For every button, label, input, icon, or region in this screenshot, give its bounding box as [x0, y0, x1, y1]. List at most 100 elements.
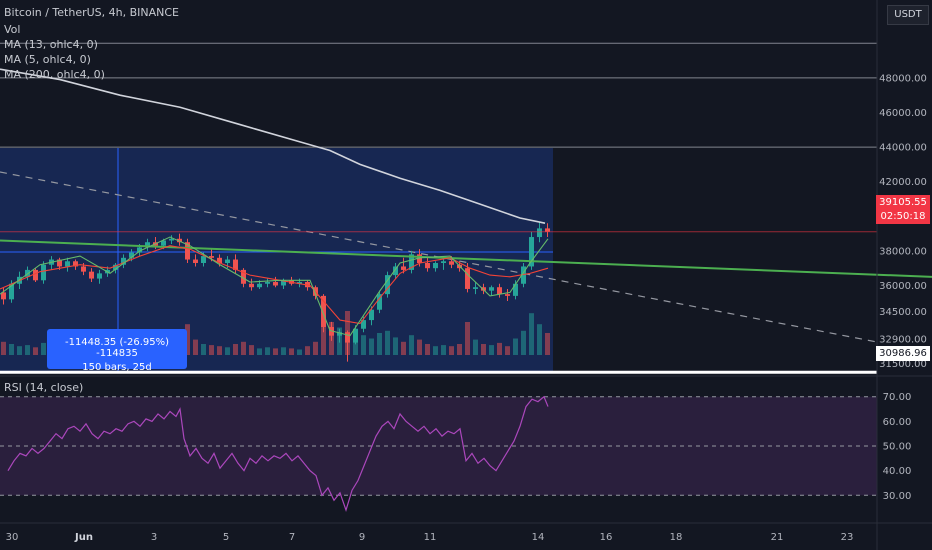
measure-line-2: 150 bars, 25d — [82, 362, 152, 373]
volume-bar-56 — [449, 346, 454, 355]
volume-bar-60 — [481, 344, 486, 355]
time-tick-label-4: 7 — [289, 532, 295, 543]
volume-bar-57 — [457, 344, 462, 355]
candle-body-50 — [401, 266, 406, 270]
volume-bar-66 — [529, 313, 534, 355]
volume-bar-30 — [241, 341, 246, 355]
candle-body-56 — [449, 261, 454, 265]
candle-body-42 — [337, 332, 342, 336]
candle-body-68 — [545, 228, 550, 232]
volume-bar-28 — [225, 347, 230, 355]
candle-body-29 — [233, 259, 238, 270]
candle-body-35 — [281, 280, 286, 286]
candle-body-7 — [57, 259, 62, 267]
candle-body-48 — [385, 275, 390, 295]
measure-line-1: -11448.35 (-26.95%) -114835 — [64, 337, 170, 359]
candle-body-17 — [137, 247, 142, 253]
legend-symbol[interactable]: Bitcoin / TetherUS, 4h, BINANCE — [4, 6, 180, 19]
candle-body-46 — [369, 309, 374, 321]
volume-bar-34 — [273, 348, 278, 355]
candle-body-4 — [33, 269, 38, 281]
volume-bar-1 — [9, 344, 14, 355]
price-tick-label-0: 31500.00 — [879, 359, 927, 370]
volume-bar-36 — [289, 348, 294, 355]
volume-bar-37 — [297, 349, 302, 355]
time-tick-label-8: 16 — [600, 532, 613, 543]
legend-vol[interactable]: Vol — [4, 23, 21, 36]
legend-ma-13[interactable]: MA (13, ohlc4, 0) — [4, 38, 98, 51]
volume-bar-55 — [441, 345, 446, 355]
time-tick-label-6: 11 — [424, 532, 437, 543]
price-tick-label-7: 44000.00 — [879, 143, 927, 154]
volume-bar-50 — [401, 341, 406, 355]
volume-bar-2 — [17, 346, 22, 355]
candle-body-32 — [257, 283, 262, 288]
rsi-tick-label-2: 50.00 — [883, 442, 912, 453]
volume-bar-53 — [425, 344, 430, 355]
volume-bar-31 — [249, 345, 254, 355]
candle-body-12 — [97, 273, 102, 279]
volume-bar-26 — [209, 345, 214, 355]
volume-bar-61 — [489, 345, 494, 355]
volume-bar-0 — [1, 341, 6, 355]
volume-bar-23 — [185, 324, 190, 355]
time-tick-label-10: 21 — [771, 532, 784, 543]
rsi-line — [7, 395, 549, 513]
candle-body-55 — [441, 261, 446, 263]
price-tick-label-8: 46000.00 — [879, 108, 927, 119]
candle-body-8 — [65, 261, 70, 267]
candle-body-52 — [417, 254, 422, 263]
price-tick-label-9: 48000.00 — [879, 73, 927, 84]
volume-bar-45 — [361, 335, 366, 355]
candle-body-54 — [433, 262, 438, 269]
volume-bar-59 — [473, 339, 478, 355]
volume-bar-35 — [281, 347, 286, 355]
candle-body-1 — [9, 283, 14, 300]
time-tick-label-9: 18 — [670, 532, 683, 543]
volume-bar-68 — [545, 333, 550, 355]
price-tick-label-1: 32900.00 — [879, 335, 927, 346]
volume-bar-33 — [265, 347, 270, 355]
candle-body-0 — [1, 292, 6, 300]
countdown-tag: 02:50:18 — [876, 210, 930, 224]
candle-body-59 — [473, 287, 478, 289]
rsi-pane[interactable] — [0, 395, 877, 513]
candle-body-67 — [537, 228, 542, 238]
volume-bar-51 — [409, 335, 414, 355]
volume-bar-64 — [513, 338, 518, 355]
measure-tooltip: -11448.35 (-26.95%) -114835 150 bars, 25… — [47, 329, 187, 373]
candle-body-61 — [489, 287, 494, 291]
candle-body-11 — [89, 271, 94, 279]
legend-ma-200[interactable]: MA (200, ohlc4, 0) — [4, 68, 105, 81]
rsi-tick-label-3: 60.00 — [883, 417, 912, 428]
volume-bar-25 — [201, 344, 206, 355]
volume-bar-58 — [465, 322, 470, 355]
candle-body-30 — [241, 269, 246, 284]
volume-bar-38 — [305, 346, 310, 355]
candle-body-24 — [193, 259, 198, 263]
volume-bar-62 — [497, 342, 502, 355]
candle-body-49 — [393, 266, 398, 276]
time-tick-label-3: 5 — [223, 532, 229, 543]
candle-body-37 — [297, 282, 302, 284]
legend-ma-5[interactable]: MA (5, ohlc4, 0) — [4, 53, 91, 66]
time-tick-label-0: 30 — [6, 532, 19, 543]
candle-body-45 — [361, 320, 366, 329]
candle-body-44 — [353, 328, 358, 343]
candle-body-23 — [185, 242, 190, 260]
candle-body-43 — [345, 332, 350, 343]
candle-body-27 — [217, 257, 222, 263]
rsi-legend[interactable]: RSI (14, close) — [4, 381, 84, 394]
currency-label[interactable]: USDT — [887, 5, 929, 25]
volume-bar-46 — [369, 338, 374, 355]
volume-bar-32 — [257, 348, 262, 355]
volume-bar-5 — [41, 342, 46, 355]
candle-body-16 — [129, 252, 134, 258]
current-price-tag: 39105.55 — [876, 195, 930, 210]
candle-body-40 — [321, 295, 326, 328]
candle-body-5 — [41, 264, 46, 281]
time-tick-label-7: 14 — [532, 532, 545, 543]
candle-body-28 — [225, 259, 230, 263]
time-tick-label-5: 9 — [359, 532, 365, 543]
